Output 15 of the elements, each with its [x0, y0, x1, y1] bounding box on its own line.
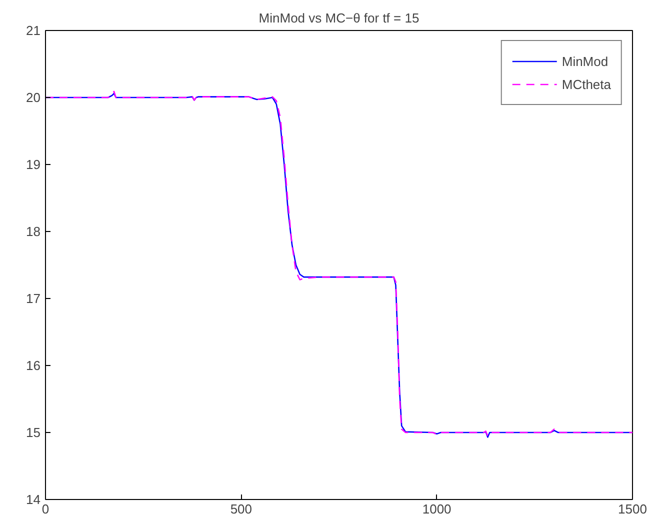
- y-tick-label: 18: [26, 224, 41, 239]
- x-tick-label: 500: [230, 502, 252, 516]
- y-tick-label: 21: [26, 23, 41, 38]
- y-tick-label: 16: [26, 358, 41, 373]
- y-tick-label: 17: [26, 291, 41, 306]
- y-tick-label: 14: [26, 492, 41, 507]
- x-tick-label: 1000: [422, 502, 452, 516]
- legend-label: MCtheta: [562, 76, 611, 92]
- x-tick-label: 1500: [618, 502, 647, 516]
- chart-title: MinMod vs MC−θ for tf = 15: [258, 10, 420, 26]
- y-tick-label: 15: [26, 425, 41, 440]
- legend-label: MinMod: [562, 54, 608, 68]
- x-tick-label: 0: [42, 502, 50, 516]
- y-tick-label: 19: [26, 157, 41, 172]
- y-tick-label: 20: [26, 90, 41, 105]
